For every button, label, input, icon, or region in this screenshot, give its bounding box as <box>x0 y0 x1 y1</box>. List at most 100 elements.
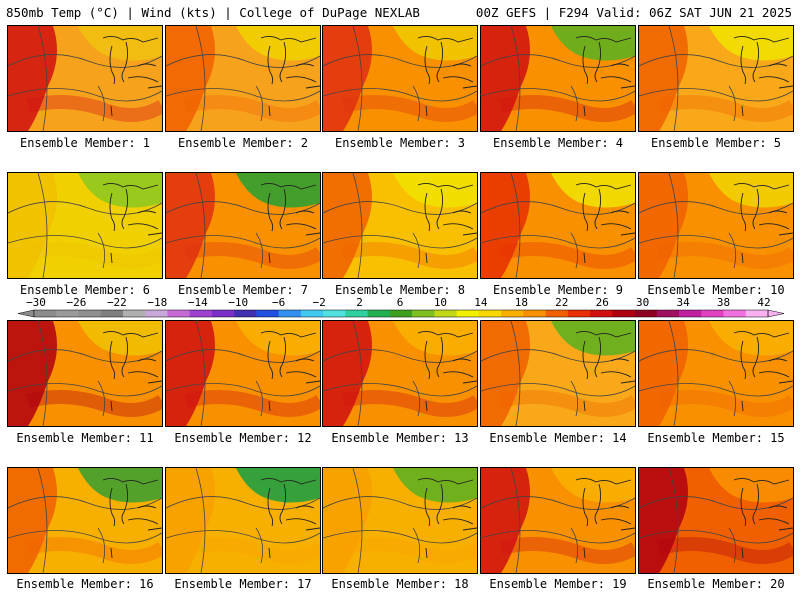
ensemble-member-label: Ensemble Member: 17 <box>174 577 312 591</box>
colorbar-tick-label: −14 <box>187 296 208 309</box>
ensemble-map-panel <box>7 320 163 427</box>
colorbar-segment <box>122 310 146 317</box>
colorbar-segment <box>523 310 546 317</box>
colorbar-tick-label: −30 <box>26 296 46 309</box>
ensemble-map-panel <box>322 172 478 279</box>
colorbar-segment <box>634 310 658 317</box>
temperature-map <box>166 26 320 131</box>
colorbar-segment <box>412 310 435 317</box>
colorbar-segment <box>612 310 635 317</box>
colorbar-tick-label: −18 <box>147 296 168 309</box>
ensemble-member-label: Ensemble Member: 18 <box>331 577 469 591</box>
colorbar-segment <box>56 310 79 317</box>
colorbar-tick-label: 2 <box>356 296 363 309</box>
temperature-map <box>639 321 793 426</box>
ensemble-map-panel <box>7 467 163 574</box>
colorbar-arrow-left <box>17 309 35 318</box>
temperature-map <box>323 468 477 573</box>
ensemble-map-panel <box>638 320 794 427</box>
ensemble-member-label: Ensemble Member: 13 <box>331 431 469 445</box>
colorbar-segment <box>345 310 368 317</box>
temperature-map <box>481 173 635 278</box>
temperature-map <box>166 321 320 426</box>
colorbar-labels: −30 −26 −22 −18 −14 −10 −6 −2 2 6 10 14 18 22 26 30 34 38… <box>0 296 800 309</box>
colorbar-segment <box>211 310 235 317</box>
ensemble-map-panel <box>7 172 163 279</box>
colorbar-segment <box>456 310 480 317</box>
temperature-map <box>323 321 477 426</box>
ensemble-member-label: Ensemble Member: 11 <box>16 431 154 445</box>
colorbar-tick-label: −6 <box>272 296 286 309</box>
ensemble-map-panel <box>638 172 794 279</box>
temperature-map <box>481 26 635 131</box>
colorbar-tick-label: −22 <box>106 296 127 309</box>
ensemble-member-label: Ensemble Member: 9 <box>492 283 624 297</box>
temperature-map <box>323 173 477 278</box>
ensemble-member-label: Ensemble Member: 6 <box>19 283 151 297</box>
temperature-map <box>639 468 793 573</box>
ensemble-member-label: Ensemble Member: 7 <box>177 283 309 297</box>
temperature-map <box>323 26 477 131</box>
ensemble-map-panel <box>638 25 794 132</box>
temperature-map <box>639 26 793 131</box>
colorbar-segment <box>189 310 213 317</box>
ensemble-map-panel <box>322 467 478 574</box>
ensemble-member-label: Ensemble Member: 14 <box>489 431 627 445</box>
colorbar-segment <box>167 310 190 317</box>
colorbar-segment <box>323 310 346 317</box>
colorbar-tick-label: 38 <box>716 296 731 309</box>
colorbar-segment <box>34 310 57 317</box>
temperature-map <box>8 468 162 573</box>
colorbar-segment <box>78 310 102 317</box>
colorbar-tick-label: 6 <box>396 296 404 309</box>
temperature-map <box>481 321 635 426</box>
ensemble-member-label: Ensemble Member: 10 <box>647 283 785 297</box>
ensemble-member-label: Ensemble Member: 8 <box>334 283 466 297</box>
colorbar-segment <box>367 310 391 317</box>
ensemble-member-label: Ensemble Member: 16 <box>16 577 154 591</box>
ensemble-map-panel <box>165 25 321 132</box>
colorbar-segment <box>567 310 591 317</box>
colorbar-tick-label: 14 <box>474 296 488 309</box>
ensemble-map-panel <box>165 172 321 279</box>
temperature-map <box>8 321 162 426</box>
temperature-colorbar <box>17 309 785 318</box>
ensemble-map-panel <box>480 467 636 574</box>
colorbar-tick-label: 22 <box>555 296 569 309</box>
colorbar-tick-label: 10 <box>433 296 448 309</box>
temperature-map <box>481 468 635 573</box>
temperature-map <box>166 468 320 573</box>
colorbar-arrow-right <box>767 309 785 318</box>
colorbar-segment <box>256 310 279 317</box>
ensemble-map-panel <box>165 467 321 574</box>
temperature-map <box>8 26 162 131</box>
ensemble-map-panel <box>480 172 636 279</box>
colorbar-segment <box>145 310 168 317</box>
ensemble-member-label: Ensemble Member: 2 <box>177 136 309 150</box>
map-title: 850mb Temp (°C) | Wind (kts) | College o… <box>6 5 420 20</box>
colorbar-segment <box>501 310 524 317</box>
colorbar-tick-label: −2 <box>312 296 326 309</box>
colorbar-segment <box>300 310 324 317</box>
colorbar-segment <box>701 310 724 317</box>
ensemble-member-label: Ensemble Member: 15 <box>647 431 785 445</box>
colorbar-tick-label: 26 <box>595 296 609 309</box>
colorbar-tick-label: 34 <box>676 296 690 309</box>
ensemble-member-label: Ensemble Member: 5 <box>650 136 782 150</box>
colorbar-segment <box>679 310 702 317</box>
colorbar-segment <box>100 310 124 317</box>
colorbar-segment <box>434 310 457 317</box>
colorbar-segment <box>656 310 680 317</box>
temperature-map <box>8 173 162 278</box>
ensemble-map-panel <box>638 467 794 574</box>
colorbar-segment <box>723 310 747 317</box>
model-run-valid-time: 00Z GEFS | F294 Valid: 06Z SAT JUN 21 20… <box>475 5 792 20</box>
ensemble-member-label: Ensemble Member: 19 <box>489 577 627 591</box>
ensemble-member-label: Ensemble Member: 12 <box>174 431 312 445</box>
colorbar-segment <box>278 310 302 317</box>
ensemble-map-panel <box>165 320 321 427</box>
ensemble-map-panel <box>480 25 636 132</box>
colorbar-tick-label: −26 <box>66 296 87 309</box>
ensemble-member-label: Ensemble Member: 1 <box>19 136 151 150</box>
ensemble-member-label: Ensemble Member: 20 <box>647 577 785 591</box>
